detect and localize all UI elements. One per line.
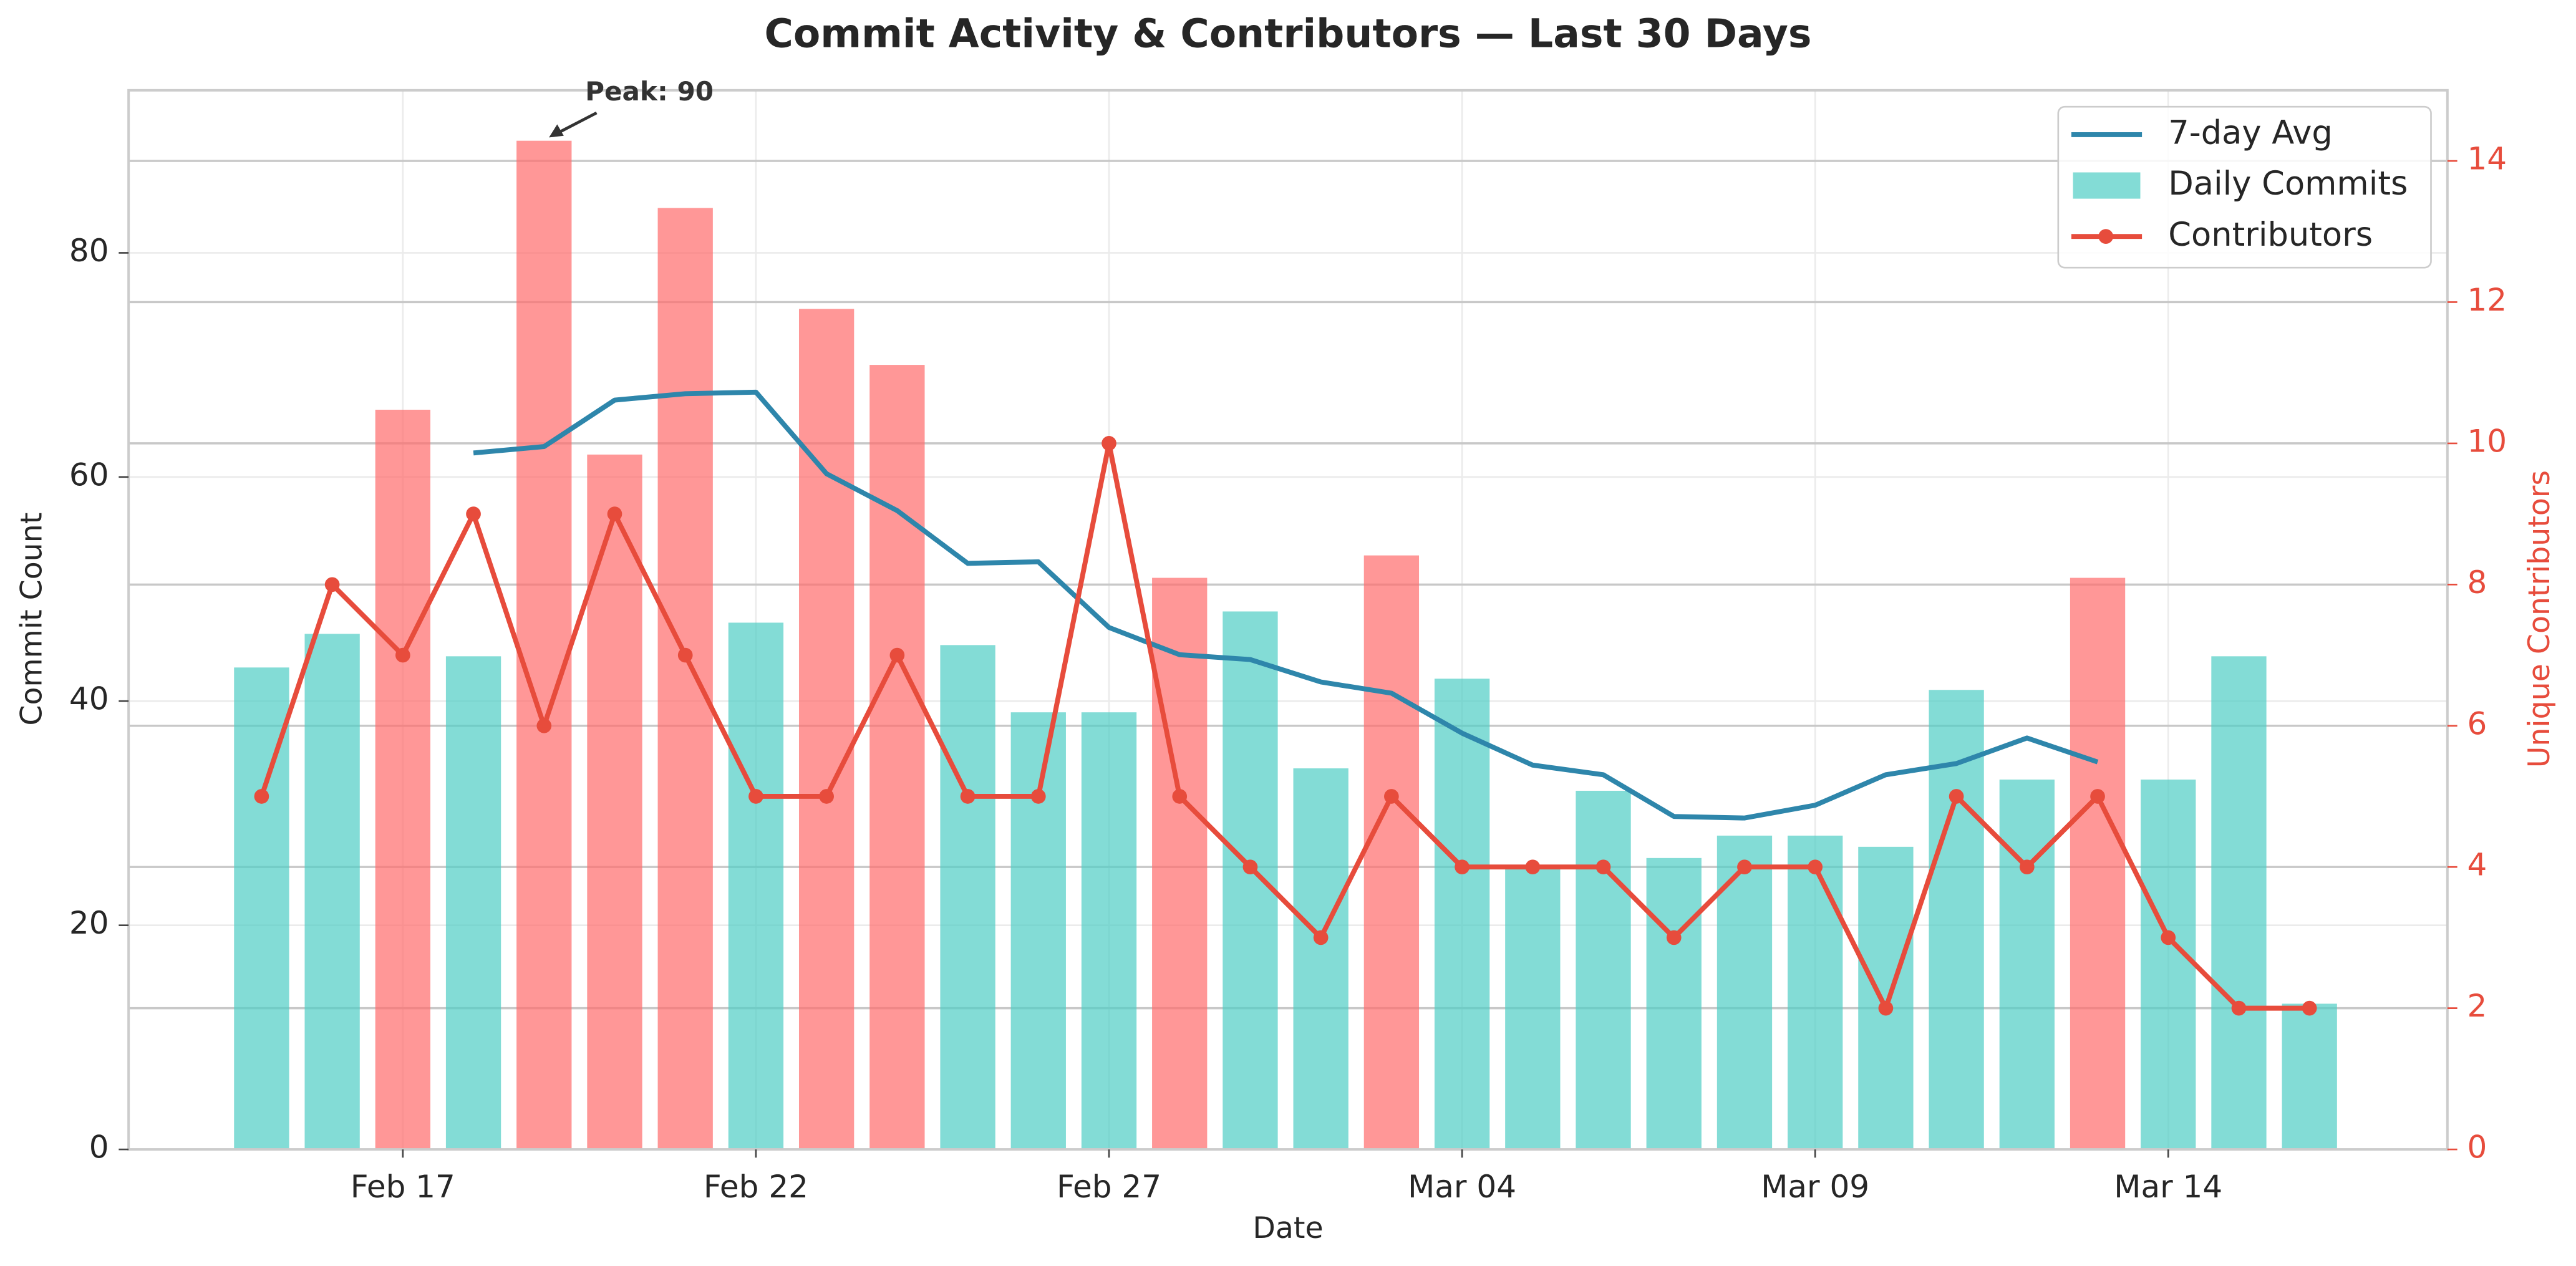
legend: 7-day Avg Daily Commits Contributors (2057, 105, 2432, 269)
marker (395, 647, 410, 663)
bar (1505, 869, 1561, 1150)
legend-label: Contributors (2168, 216, 2373, 254)
bars (234, 140, 2337, 1150)
line (473, 389, 2099, 821)
marker (2231, 1000, 2247, 1016)
bar (1646, 858, 1702, 1150)
marker (677, 647, 693, 663)
bar (1223, 611, 1278, 1150)
annotation-text: Peak: 90 (585, 76, 714, 107)
legend-swatch (2073, 172, 2141, 199)
marker (1737, 859, 1752, 875)
legend-label: Daily Commits (2168, 165, 2408, 203)
x-tick-label: Feb 17 (351, 1169, 455, 1205)
y2-tick-label: 14 (2467, 141, 2507, 177)
marker (1666, 930, 1682, 945)
x-tick-label: Feb 22 (704, 1169, 808, 1205)
y-axis-label: Commit Count (14, 513, 49, 726)
bar (940, 645, 995, 1150)
bar (1999, 780, 2055, 1150)
marker (1102, 436, 1116, 451)
x-axis-label: Date (1252, 1211, 1323, 1245)
y2-tick-label: 6 (2467, 705, 2487, 742)
bar (1010, 712, 1066, 1150)
bar (1788, 835, 1843, 1150)
marker (1455, 859, 1470, 875)
marker (1808, 859, 1823, 875)
marker (1172, 789, 1188, 804)
annotation: Peak: 90 (549, 76, 714, 138)
marker (1949, 789, 1964, 804)
bar (445, 656, 501, 1150)
bar (2141, 780, 2196, 1150)
lines (254, 389, 2317, 1016)
bar (587, 454, 642, 1150)
marker (1313, 930, 1329, 945)
marker (1030, 789, 1046, 804)
chart-title: Commit Activity & Contributors — Last 30… (764, 11, 1811, 57)
bar (1081, 712, 1137, 1150)
plot-frame (127, 89, 2449, 1151)
bar (1576, 790, 1631, 1150)
x-tick-label: Mar 14 (2114, 1169, 2222, 1205)
bar (375, 409, 430, 1150)
y-tick-label: 80 (69, 233, 109, 269)
bar (1717, 835, 1773, 1150)
bar (2211, 656, 2267, 1150)
bar (798, 309, 855, 1150)
line (259, 440, 2310, 1011)
marker (254, 789, 269, 804)
x-tick-label: Feb 27 (1057, 1169, 1161, 1205)
bar (1858, 846, 1914, 1150)
marker (1384, 789, 1399, 804)
x-tick-label: Mar 04 (1408, 1169, 1516, 1205)
marker (748, 789, 763, 804)
bar (1152, 577, 1208, 1150)
legend-marker (2098, 229, 2114, 244)
bar (304, 634, 360, 1150)
y2-tick-label: 4 (2467, 847, 2487, 883)
bar (657, 208, 713, 1150)
marker (324, 577, 340, 592)
marker (819, 789, 834, 804)
marker (1525, 859, 1541, 875)
y2-axis-label: Unique Contributors (2522, 470, 2557, 768)
legend-label: 7-day Avg (2168, 114, 2333, 152)
y-tick-label: 40 (69, 681, 109, 717)
bar (1434, 679, 1490, 1150)
bar (2070, 577, 2126, 1150)
bar (516, 140, 572, 1150)
bar (1293, 768, 1349, 1150)
marker (466, 506, 481, 521)
marker (1242, 859, 1258, 875)
bar (1363, 555, 1420, 1150)
marker (2019, 859, 2035, 875)
marker (2090, 789, 2105, 804)
axes: Feb 17 Feb 22 Feb 27 Mar 04 Mar 09 Mar 140204… (69, 141, 2507, 1205)
annotation-arrowhead (549, 124, 564, 138)
y-tick-label: 60 (69, 457, 109, 493)
y2-tick-label: 2 (2467, 988, 2487, 1024)
y2-tick-label: 8 (2467, 564, 2487, 601)
marker (1878, 1000, 1894, 1016)
y-tick-label: 20 (69, 905, 109, 941)
y-tick-label: 0 (89, 1129, 109, 1166)
y2-tick-label: 0 (2467, 1129, 2487, 1166)
x-tick-label: Mar 09 (1761, 1169, 1869, 1205)
marker (2302, 1000, 2317, 1016)
marker (2161, 930, 2176, 945)
marker (607, 506, 622, 521)
marker (960, 789, 976, 804)
y2-tick-label: 12 (2467, 282, 2507, 318)
marker (536, 718, 552, 733)
bar (728, 622, 784, 1150)
marker (889, 647, 905, 663)
bar (2282, 1003, 2337, 1150)
y2-tick-label: 10 (2467, 423, 2507, 459)
bar (869, 365, 925, 1150)
legend-box (2057, 105, 2432, 269)
marker (1595, 859, 1611, 875)
